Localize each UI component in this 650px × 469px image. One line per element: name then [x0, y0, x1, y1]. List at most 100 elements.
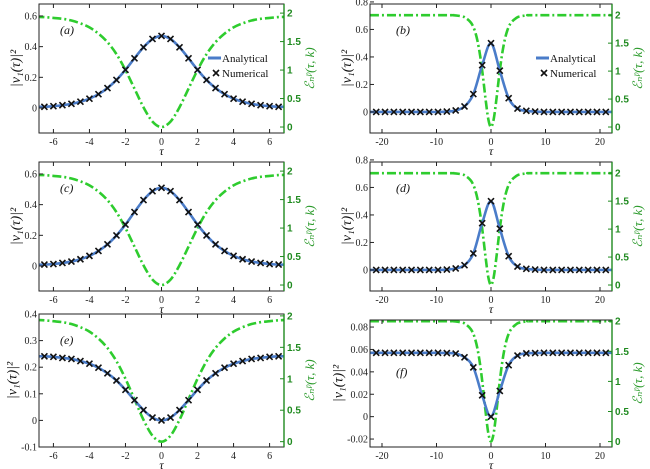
numerical-marker — [407, 266, 416, 274]
x-tick-label: 0 — [489, 451, 494, 462]
numerical-marker — [469, 90, 477, 98]
y-left-tick-label: 0.4 — [25, 310, 38, 321]
numerical-marker — [166, 187, 175, 195]
numerical-marker — [49, 102, 57, 110]
numerical-marker — [584, 108, 592, 116]
x-tick-label: -10 — [430, 451, 443, 462]
numerical-marker — [211, 84, 220, 92]
y-right-tick-label: 1 — [615, 377, 621, 388]
numerical-marker — [229, 252, 238, 260]
numerical-marker — [148, 35, 157, 43]
numerical-marker — [390, 108, 398, 116]
y-left-tick-label: 0.6 — [356, 183, 369, 194]
numerical-marker — [266, 353, 274, 361]
numerical-marker — [130, 208, 139, 216]
plot-frame — [369, 319, 613, 448]
y-right-tick-label: 0.5 — [615, 407, 629, 418]
numerical-marker — [496, 387, 504, 395]
numerical-marker — [434, 266, 442, 274]
numerical-marker — [239, 357, 247, 365]
numerical-marker — [478, 219, 486, 227]
x-axis-label: τ — [489, 458, 494, 469]
numerical-marker — [248, 100, 256, 108]
x-axis-label: τ — [159, 458, 164, 469]
x-tick-label: -4 — [85, 137, 93, 148]
y-right-tick-label: 1 — [615, 67, 621, 78]
panel-f: -20 -10 0 10 20τ-0.0200.020.040.060.08|v₁(τ)… — [332, 317, 645, 469]
y-left-tick-label: 0 — [32, 416, 37, 427]
y-right-tick-label: 1 — [615, 225, 621, 236]
numerical-marker — [584, 266, 592, 274]
y-left-tick-label: 0.2 — [25, 363, 38, 374]
y-left-tick-label: 0.4 — [356, 52, 369, 63]
y-left-tick-label: 0.04 — [351, 367, 369, 378]
numerical-marker — [602, 108, 610, 116]
numerical-marker — [103, 369, 112, 377]
y-right-axis-label: ℰₙᵖ(τ, k) — [302, 205, 317, 247]
y-left-axis-label: |v₁(τ)|² — [9, 207, 24, 245]
numerical-marker — [558, 108, 566, 116]
y-left-tick-label: 0.2 — [25, 231, 38, 242]
numerical-marker — [381, 108, 389, 116]
x-tick-label: 10 — [541, 137, 551, 148]
y-right-tick-label: 0 — [615, 123, 621, 134]
numerical-marker — [220, 364, 229, 372]
numerical-marker — [229, 360, 238, 368]
numerical-marker — [372, 108, 380, 116]
numerical-marker — [275, 352, 283, 360]
numerical-marker — [416, 349, 424, 357]
y-right-tick-label: 1.5 — [287, 37, 301, 48]
y-left-tick-label: -0.02 — [347, 435, 368, 446]
x-tick-label: 4 — [231, 137, 236, 148]
numerical-marker — [602, 349, 610, 357]
y-right-tick-label: 0.5 — [615, 253, 629, 264]
numerical-marker — [531, 349, 539, 357]
x-tick-label: 0 — [489, 295, 494, 306]
y-left-tick-label: 0.1 — [25, 389, 38, 400]
y-right-tick-label: 2 — [287, 167, 293, 178]
numerical-marker — [121, 66, 130, 74]
panel-label: (b) — [396, 23, 410, 37]
y-right-tick-label: 2 — [615, 169, 621, 180]
energy-curve — [39, 173, 284, 287]
y-right-tick-label: 2 — [615, 317, 621, 328]
numerical-marker — [248, 257, 256, 266]
numerical-marker — [593, 266, 601, 274]
y-right-tick-label: 1.5 — [287, 343, 301, 354]
numerical-marker — [549, 108, 557, 116]
numerical-marker — [211, 369, 220, 377]
y-right-tick-label: 1 — [287, 224, 293, 235]
y-right-tick-label: 0 — [615, 281, 621, 292]
numerical-marker — [531, 265, 539, 274]
numerical-marker — [139, 43, 148, 51]
numerical-marker — [58, 259, 66, 267]
numerical-marker — [76, 255, 84, 263]
numerical-marker — [505, 94, 513, 102]
numerical-marker — [275, 103, 283, 111]
y-left-tick-label: 0 — [363, 412, 368, 423]
legend-numerical-label: Numerical — [222, 68, 268, 80]
x-tick-label: -10 — [430, 295, 443, 306]
numerical-marker — [157, 184, 166, 192]
numerical-marker — [443, 349, 451, 357]
x-tick-label: 0 — [159, 295, 164, 306]
numerical-marker — [103, 240, 112, 248]
x-tick-label: -2 — [121, 295, 129, 306]
numerical-marker — [399, 108, 407, 116]
numerical-marker — [67, 355, 75, 363]
analytical-curve — [39, 354, 284, 422]
numerical-marker — [513, 262, 522, 271]
energy-curve — [370, 13, 612, 129]
y-right-tick-label: 0 — [287, 437, 293, 448]
numerical-marker — [40, 261, 48, 269]
numerical-marker — [103, 84, 112, 92]
x-tick-label: 4 — [231, 451, 236, 462]
numerical-marker — [566, 349, 575, 357]
numerical-marker — [593, 349, 601, 357]
x-tick-label: 0 — [489, 137, 494, 148]
numerical-marker — [202, 376, 211, 385]
numerical-marker — [121, 386, 130, 394]
y-left-tick-label: 0.3 — [25, 336, 38, 347]
legend-numerical-marker — [212, 69, 220, 77]
numerical-marker — [157, 32, 166, 40]
